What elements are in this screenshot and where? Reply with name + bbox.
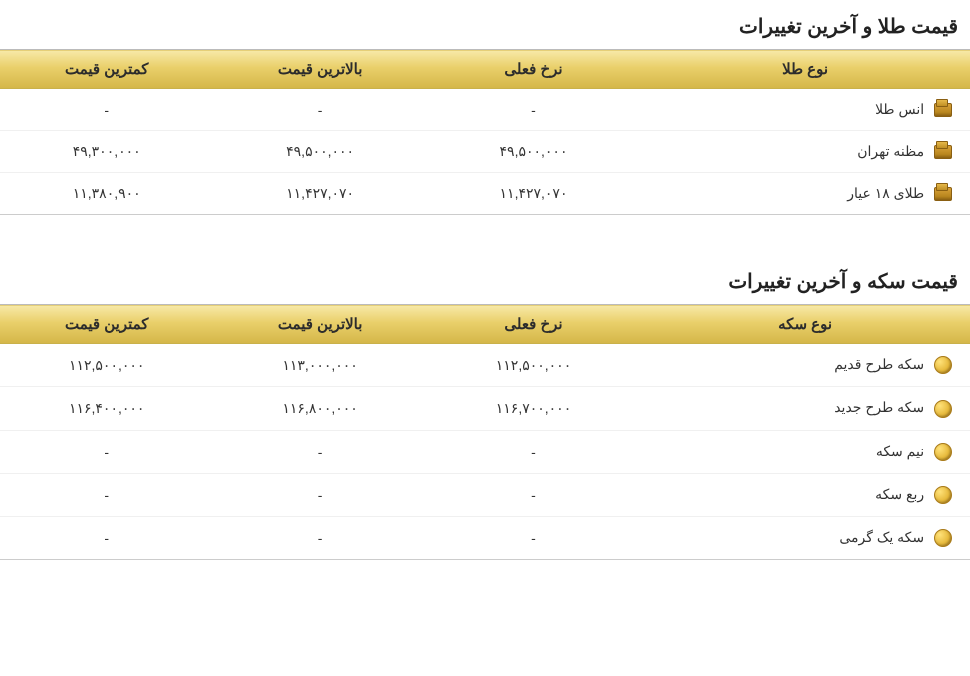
gold-row-low: ۱۱,۳۸۰,۹۰۰ bbox=[0, 173, 213, 215]
table-row: سکه طرح جدید ۱۱۶,۷۰۰,۰۰۰ ۱۱۶,۸۰۰,۰۰۰ ۱۱۶… bbox=[0, 387, 970, 430]
gold-section-title: قیمت طلا و آخرین تغییرات bbox=[0, 0, 970, 49]
coin-row-name: ربع سکه bbox=[875, 486, 924, 502]
coin-icon bbox=[934, 443, 952, 461]
col-header-type: نوع سکه bbox=[640, 305, 970, 344]
coin-row-low: - bbox=[0, 430, 213, 473]
gold-bar-icon bbox=[934, 187, 952, 201]
coin-section-title: قیمت سکه و آخرین تغییرات bbox=[0, 255, 970, 304]
gold-name-cell: مظنه تهران bbox=[640, 131, 970, 173]
col-header-type: نوع طلا bbox=[640, 50, 970, 89]
coin-row-low: - bbox=[0, 473, 213, 516]
col-header-current: نرخ فعلی bbox=[427, 305, 640, 344]
coin-row-current: - bbox=[427, 473, 640, 516]
coin-row-name: سکه یک گرمی bbox=[839, 529, 924, 545]
gold-price-table: نوع طلا نرخ فعلی بالاترین قیمت کمترین قی… bbox=[0, 49, 970, 215]
table-row: نیم سکه - - - bbox=[0, 430, 970, 473]
coin-row-high: ۱۱۳,۰۰۰,۰۰۰ bbox=[213, 344, 426, 387]
col-header-low: کمترین قیمت bbox=[0, 50, 213, 89]
gold-row-name: مظنه تهران bbox=[857, 143, 924, 159]
coin-icon bbox=[934, 529, 952, 547]
gold-row-high: ۱۱,۴۲۷,۰۷۰ bbox=[213, 173, 426, 215]
gold-table-header-row: نوع طلا نرخ فعلی بالاترین قیمت کمترین قی… bbox=[0, 50, 970, 89]
coin-table-header-row: نوع سکه نرخ فعلی بالاترین قیمت کمترین قی… bbox=[0, 305, 970, 344]
coin-row-high: - bbox=[213, 473, 426, 516]
gold-row-current: - bbox=[427, 89, 640, 131]
gold-row-name: انس طلا bbox=[875, 101, 924, 117]
table-row: طلای ۱۸ عیار ۱۱,۴۲۷,۰۷۰ ۱۱,۴۲۷,۰۷۰ ۱۱,۳۸… bbox=[0, 173, 970, 215]
table-row: مظنه تهران ۴۹,۵۰۰,۰۰۰ ۴۹,۵۰۰,۰۰۰ ۴۹,۳۰۰,… bbox=[0, 131, 970, 173]
coin-price-table: نوع سکه نرخ فعلی بالاترین قیمت کمترین قی… bbox=[0, 304, 970, 560]
gold-name-cell: انس طلا bbox=[640, 89, 970, 131]
table-row: سکه یک گرمی - - - bbox=[0, 517, 970, 560]
gold-name-cell: طلای ۱۸ عیار bbox=[640, 173, 970, 215]
table-row: ربع سکه - - - bbox=[0, 473, 970, 516]
gold-row-name: طلای ۱۸ عیار bbox=[847, 185, 924, 201]
coin-icon bbox=[934, 400, 952, 418]
coin-row-name: نیم سکه bbox=[876, 443, 924, 459]
coin-row-high: ۱۱۶,۸۰۰,۰۰۰ bbox=[213, 387, 426, 430]
coin-row-low: - bbox=[0, 517, 213, 560]
table-row: انس طلا - - - bbox=[0, 89, 970, 131]
coin-name-cell: نیم سکه bbox=[640, 430, 970, 473]
gold-row-current: ۱۱,۴۲۷,۰۷۰ bbox=[427, 173, 640, 215]
col-header-high: بالاترین قیمت bbox=[213, 50, 426, 89]
gold-row-high: ۴۹,۵۰۰,۰۰۰ bbox=[213, 131, 426, 173]
table-row: سکه طرح قدیم ۱۱۲,۵۰۰,۰۰۰ ۱۱۳,۰۰۰,۰۰۰ ۱۱۲… bbox=[0, 344, 970, 387]
coin-icon bbox=[934, 356, 952, 374]
coin-row-current: - bbox=[427, 430, 640, 473]
coin-row-current: ۱۱۲,۵۰۰,۰۰۰ bbox=[427, 344, 640, 387]
coin-row-high: - bbox=[213, 430, 426, 473]
coin-row-low: ۱۱۲,۵۰۰,۰۰۰ bbox=[0, 344, 213, 387]
coin-row-name: سکه طرح قدیم bbox=[834, 356, 924, 372]
col-header-current: نرخ فعلی bbox=[427, 50, 640, 89]
coin-row-current: - bbox=[427, 517, 640, 560]
gold-section: قیمت طلا و آخرین تغییرات نوع طلا نرخ فعل… bbox=[0, 0, 970, 215]
coin-name-cell: سکه طرح قدیم bbox=[640, 344, 970, 387]
gold-row-current: ۴۹,۵۰۰,۰۰۰ bbox=[427, 131, 640, 173]
coin-section: قیمت سکه و آخرین تغییرات نوع سکه نرخ فعل… bbox=[0, 255, 970, 560]
gold-row-high: - bbox=[213, 89, 426, 131]
gold-bar-icon bbox=[934, 103, 952, 117]
coin-row-low: ۱۱۶,۴۰۰,۰۰۰ bbox=[0, 387, 213, 430]
coin-name-cell: سکه یک گرمی bbox=[640, 517, 970, 560]
coin-row-high: - bbox=[213, 517, 426, 560]
coin-row-name: سکه طرح جدید bbox=[834, 399, 924, 415]
coin-name-cell: سکه طرح جدید bbox=[640, 387, 970, 430]
gold-bar-icon bbox=[934, 145, 952, 159]
col-header-low: کمترین قیمت bbox=[0, 305, 213, 344]
coin-name-cell: ربع سکه bbox=[640, 473, 970, 516]
col-header-high: بالاترین قیمت bbox=[213, 305, 426, 344]
gold-row-low: - bbox=[0, 89, 213, 131]
coin-row-current: ۱۱۶,۷۰۰,۰۰۰ bbox=[427, 387, 640, 430]
coin-icon bbox=[934, 486, 952, 504]
gold-row-low: ۴۹,۳۰۰,۰۰۰ bbox=[0, 131, 213, 173]
